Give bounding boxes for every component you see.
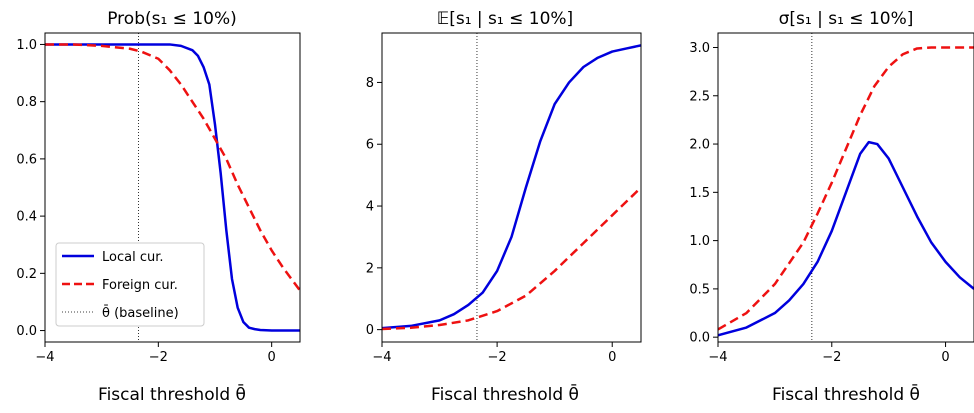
legend-baseline-label: θ̄ (baseline) bbox=[102, 306, 179, 321]
y-tick-label: 2.5 bbox=[689, 89, 710, 104]
x-tick-label: 0 bbox=[268, 350, 276, 365]
panel-1-plot: −4 −2 0 0.0 0.2 0.4 0.6 0.8 1.0 bbox=[16, 32, 301, 365]
panel-3-plot: −4 −2 0 0.0 0.5 1.0 1.5 2.0 2.5 3.0 bbox=[689, 32, 974, 365]
y-tick-label: 4 bbox=[366, 200, 374, 215]
panel-stddev: σ[s₁ | s₁ ≤ 10%] −4 −2 0 0.0 0.5 1.0 1.5 2.0 2.5… bbox=[689, 9, 974, 405]
y-tick-label: 1.0 bbox=[689, 234, 710, 249]
x-tick-label: 0 bbox=[608, 350, 616, 365]
y-tick-label: 1.0 bbox=[16, 38, 37, 53]
y-tick-label: 0 bbox=[366, 323, 374, 338]
y-tick-label: 3.0 bbox=[689, 41, 710, 56]
legend-local-label: Local cur. bbox=[102, 250, 164, 265]
panel-1-xlabel: Fiscal threshold θ̄ bbox=[98, 383, 246, 405]
x-tick-label: 0 bbox=[941, 350, 949, 365]
series-line-local bbox=[382, 44, 641, 330]
axes-frame bbox=[44, 32, 301, 343]
x-tick-label: −2 bbox=[149, 350, 168, 365]
legend-foreign-label: Foreign cur. bbox=[102, 278, 178, 293]
x-tick-label: −4 bbox=[708, 350, 727, 365]
y-tick-label: 8 bbox=[366, 76, 374, 91]
x-tick-label: −4 bbox=[35, 350, 54, 365]
y-tick-label: 0.0 bbox=[689, 331, 710, 346]
y-tick-label: 1.5 bbox=[689, 186, 710, 201]
panel-3-xlabel: Fiscal threshold θ̄ bbox=[772, 383, 920, 405]
axes-frame bbox=[717, 32, 974, 343]
series-line-local bbox=[45, 43, 300, 332]
y-tick-label: 0.2 bbox=[16, 267, 37, 282]
y-tick-label: 6 bbox=[366, 138, 374, 153]
x-tick-label: −2 bbox=[488, 350, 507, 365]
y-tick-label: 0.8 bbox=[16, 95, 37, 110]
legend-frame bbox=[55, 242, 205, 327]
series-line-local bbox=[718, 140, 974, 337]
series-line-foreign bbox=[382, 186, 641, 331]
x-tick-label: −2 bbox=[822, 350, 841, 365]
legend: Local cur. Foreign cur. θ̄ (baseline) bbox=[55, 242, 205, 327]
panel-1-title: Prob(s₁ ≤ 10%) bbox=[107, 9, 237, 29]
y-tick-label: 0.6 bbox=[16, 152, 37, 167]
y-tick-label: 0.4 bbox=[16, 210, 37, 225]
y-tick-label: 0.0 bbox=[16, 324, 37, 339]
panel-3-title: σ[s₁ | s₁ ≤ 10%] bbox=[779, 9, 914, 29]
axes-frame bbox=[381, 32, 642, 343]
panel-2-xlabel: Fiscal threshold θ̄ bbox=[431, 383, 579, 405]
y-tick-label: 0.5 bbox=[689, 282, 710, 297]
y-tick-label: 2 bbox=[366, 261, 374, 276]
panel-prob: Prob(s₁ ≤ 10%) −4 −2 0 0.0 0.2 0.4 0.6 0.8 1.0 F… bbox=[16, 9, 301, 405]
series-line-foreign bbox=[718, 46, 974, 331]
panel-2-plot: −4 −2 0 0 2 4 6 8 bbox=[366, 32, 642, 365]
panel-2-title: 𝔼[s₁ | s₁ ≤ 10%] bbox=[437, 9, 573, 29]
x-tick-label: −4 bbox=[372, 350, 391, 365]
y-tick-label: 2.0 bbox=[689, 138, 710, 153]
panel-expectation: 𝔼[s₁ | s₁ ≤ 10%] −4 −2 0 0 2 4 6 8 Fiscal thres… bbox=[366, 9, 642, 405]
